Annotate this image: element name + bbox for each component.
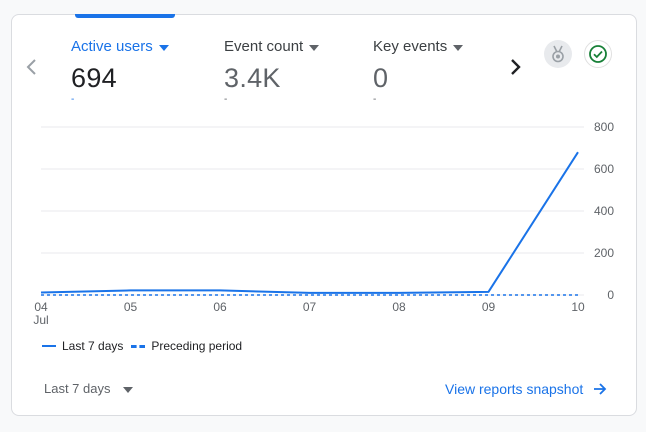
y-tick-label: 800	[594, 120, 614, 134]
metric-value: 0	[373, 63, 389, 93]
metric-tab-key-events[interactable]: Key events 0 -	[373, 38, 513, 105]
caret-down-icon	[309, 44, 320, 51]
legend-item-current[interactable]: Last 7 days	[42, 339, 123, 353]
view-reports-snapshot-link[interactable]: View reports snapshot	[445, 381, 607, 397]
arrow-right-icon	[594, 383, 607, 395]
x-tick-label: 07	[303, 300, 317, 314]
chevron-left-icon[interactable]	[19, 55, 43, 79]
legend-swatch-solid	[42, 345, 56, 347]
metric-comparison: -	[373, 94, 377, 105]
metric-value: 3.4K	[224, 63, 281, 93]
active-metric-indicator	[75, 14, 175, 18]
metric-value: 694	[71, 63, 117, 93]
chart-legend: Last 7 days Preceding period	[42, 339, 242, 353]
y-tick-label: 200	[594, 246, 614, 260]
date-range-label: Last 7 days	[44, 381, 111, 396]
metric-tab-event-count[interactable]: Event count 3.4K -	[224, 38, 364, 105]
check-circle-icon[interactable]	[584, 40, 612, 68]
metric-comparison: -	[71, 94, 75, 105]
x-tick-label: 09	[482, 300, 496, 314]
legend-swatch-dashed	[131, 344, 146, 348]
y-tick-label: 400	[594, 204, 614, 218]
home-overview-card: Active users 694 - Event count 3.4K - Ke…	[11, 14, 637, 416]
y-tick-label: 600	[594, 162, 614, 176]
medal-badge-icon[interactable]	[544, 40, 572, 68]
x-tick-sublabel: Jul	[33, 313, 48, 327]
x-tick-label: 04	[34, 300, 48, 314]
metric-label: Key events	[373, 38, 448, 55]
view-link-label: View reports snapshot	[445, 381, 584, 397]
legend-label: Preceding period	[151, 339, 243, 353]
series-line-last-7-days	[40, 151, 579, 294]
x-tick-label: 06	[213, 300, 227, 314]
metric-label: Event count	[224, 38, 304, 55]
metric-comparison: -	[224, 94, 228, 105]
caret-down-icon	[453, 44, 464, 51]
legend-label: Last 7 days	[62, 339, 124, 353]
chevron-right-icon[interactable]	[503, 55, 527, 79]
metric-label: Active users	[71, 38, 153, 55]
y-tick-label: 0	[607, 288, 614, 302]
caret-down-icon	[122, 386, 133, 393]
x-tick-label: 10	[571, 300, 585, 314]
date-range-dropdown[interactable]: Last 7 days	[44, 381, 133, 396]
caret-down-icon	[158, 44, 169, 51]
x-tick-label: 08	[392, 300, 406, 314]
metric-tab-active-users[interactable]: Active users 694 -	[71, 38, 211, 105]
legend-item-previous[interactable]: Preceding period	[131, 339, 242, 353]
x-tick-label: 05	[124, 300, 138, 314]
